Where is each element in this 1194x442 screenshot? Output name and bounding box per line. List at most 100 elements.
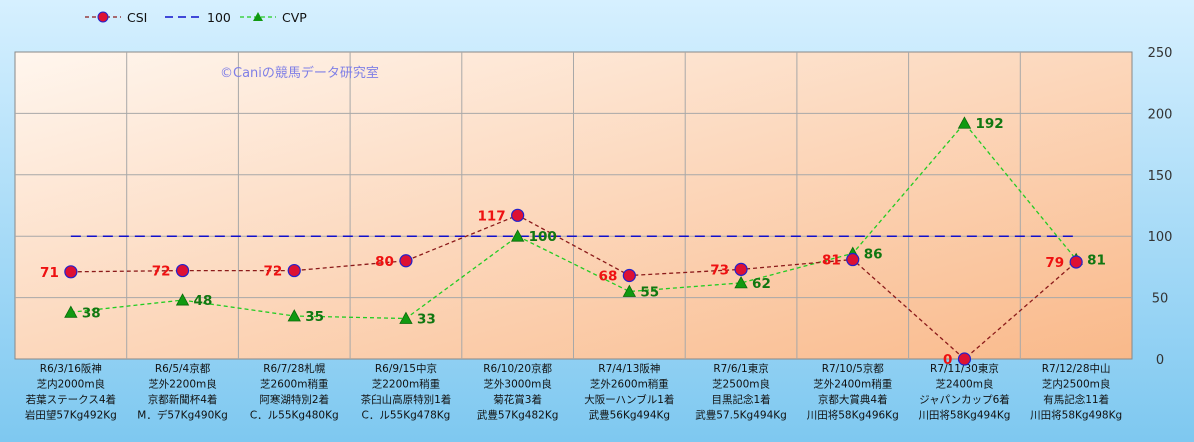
cvp-data-label: 35 bbox=[305, 309, 324, 325]
x-tick-label: R7/6/1東京芝2500m良目黒記念1着武豊57.5Kg494Kg bbox=[695, 362, 787, 422]
csi-point bbox=[175, 263, 190, 278]
x-tick-line: R6/5/4京都 bbox=[155, 362, 211, 375]
data-labels: 38 48 35 33 100 55 62 86 192 81 71 72 72 80 117 68 73 81 0… bbox=[40, 116, 1106, 368]
csi-point bbox=[734, 262, 748, 276]
cvp-data-label: 192 bbox=[975, 116, 1003, 132]
x-tick-line: ジャパンカップ6着 bbox=[919, 393, 1010, 406]
x-tick-line: 若葉ステークス4着 bbox=[26, 393, 116, 406]
x-tick-line: R7/4/13阪神 bbox=[598, 362, 660, 375]
series-layer bbox=[64, 116, 1083, 366]
csi-data-label: 117 bbox=[477, 208, 505, 224]
y-tick-label: 100 bbox=[1148, 230, 1173, 245]
x-tick-line: 茶臼山高原特別1着 bbox=[361, 393, 452, 406]
y-tick-label: 250 bbox=[1148, 46, 1173, 61]
cvp-point bbox=[734, 276, 748, 289]
x-tick-line: R7/10/5京都 bbox=[822, 362, 885, 375]
x-tick-line: 武豊56Kg494Kg bbox=[589, 409, 671, 422]
x-tick-line: 芝外2400m稍重 bbox=[813, 378, 892, 391]
csi-point bbox=[287, 263, 301, 278]
x-tick-line: 武豊57Kg482Kg bbox=[477, 409, 559, 422]
x-tick-label: R6/9/15中京芝2200m稍重茶臼山高原特別1着 C．ル55Kg478Kg bbox=[361, 362, 452, 422]
x-tick-line: R6/10/20京都 bbox=[483, 362, 552, 375]
cvp-data-label: 62 bbox=[752, 276, 771, 292]
csi-data-label: 71 bbox=[40, 265, 59, 281]
x-tick-line: R7/6/1東京 bbox=[713, 362, 768, 375]
x-tick-line: R6/9/15中京 bbox=[375, 362, 437, 375]
cvp-data-label: 55 bbox=[640, 284, 659, 300]
x-tick-line: R6/7/28札幌 bbox=[263, 362, 326, 375]
x-tick-line: 目黒記念1着 bbox=[711, 393, 770, 406]
legend-label: 100 bbox=[207, 10, 231, 25]
x-tick-label: R7/4/13阪神芝外2600m稍重大阪ーハンブル1着武豊56Kg494Kg bbox=[584, 362, 674, 422]
y-axis: 0 50 100 150 200 250 bbox=[1148, 46, 1173, 368]
x-tick-label: R6/7/28札幌芝2600m稍重阿寒湖特別2着 C．ル55Kg480Kg bbox=[250, 362, 339, 422]
x-tick-label: R7/11/30東京芝2400m良ジャパンカップ6着川田将58Kg494Kg bbox=[918, 362, 1010, 422]
cvp-point bbox=[287, 309, 301, 322]
cvp-point bbox=[510, 229, 525, 242]
x-tick-line: 武豊57.5Kg494Kg bbox=[695, 409, 787, 422]
x-tick-line: R7/12/28中山 bbox=[1042, 362, 1111, 375]
csi-data-label: 68 bbox=[599, 268, 618, 284]
cvp-data-label: 33 bbox=[417, 311, 436, 327]
x-tick-label: R6/10/20京都芝外3000m良菊花賞3着武豊57Kg482Kg bbox=[477, 362, 559, 422]
y-tick-label: 150 bbox=[1148, 169, 1173, 184]
cvp-data-label: 81 bbox=[1087, 253, 1106, 269]
cvp-point bbox=[64, 305, 78, 318]
csi-data-label: 72 bbox=[263, 264, 282, 280]
x-axis: R6/3/16阪神芝内2000m良若葉ステークス4着岩田望57Kg492KgR6… bbox=[25, 362, 1122, 422]
cvp-data-label: 48 bbox=[194, 293, 213, 309]
csi-point bbox=[399, 254, 413, 268]
x-tick-line: M．デ57Kg490Kg bbox=[137, 409, 228, 422]
legend-entry: CSI bbox=[85, 10, 147, 25]
x-tick-line: R7/11/30東京 bbox=[930, 362, 999, 375]
csi-data-label: 79 bbox=[1045, 255, 1064, 271]
x-tick-label: R6/3/16阪神芝内2000m良若葉ステークス4着岩田望57Kg492Kg bbox=[25, 362, 117, 422]
x-tick-line: R6/3/16阪神 bbox=[40, 362, 102, 375]
csi-point bbox=[846, 252, 860, 267]
cvp-data-label: 38 bbox=[82, 305, 101, 321]
x-tick-label: R7/12/28中山芝内2500m良有馬記念11着川田将58Kg498Kg bbox=[1030, 362, 1122, 422]
legend-entry: CVP bbox=[240, 10, 307, 25]
watermark: ©Caniの競馬データ研究室 bbox=[220, 65, 379, 81]
x-tick-label: R6/5/4京都芝外2200m良京都新聞杯4着 M．デ57Kg490Kg bbox=[137, 362, 228, 422]
y-tick-label: 50 bbox=[1152, 292, 1169, 307]
cvp-point bbox=[957, 116, 972, 129]
x-tick-line: 芝外2600m稍重 bbox=[590, 378, 669, 391]
legend: CSI 100 CVP bbox=[85, 10, 307, 25]
x-tick-line: 有馬記念11着 bbox=[1043, 393, 1109, 406]
x-tick-label: R7/10/5京都芝外2400m稍重京都大賞典4着川田将58Kg496Kg bbox=[807, 362, 899, 422]
csi-data-label: 0 bbox=[943, 352, 952, 368]
legend-entry: 100 bbox=[165, 10, 231, 25]
x-tick-line: 芝内2500m良 bbox=[1042, 378, 1110, 391]
legend-label: CSI bbox=[127, 10, 147, 25]
y-tick-label: 0 bbox=[1156, 353, 1164, 368]
legend-label: CVP bbox=[282, 10, 307, 25]
x-tick-line: 芝2500m良 bbox=[712, 378, 770, 391]
x-tick-line: 川田将58Kg496Kg bbox=[807, 410, 899, 422]
cvp-point bbox=[175, 293, 190, 306]
legend-triangle-marker bbox=[253, 12, 263, 21]
csi-point bbox=[511, 208, 525, 222]
x-tick-line: C．ル55Kg480Kg bbox=[250, 410, 339, 422]
csi-point bbox=[622, 268, 636, 283]
csi-point bbox=[64, 265, 78, 279]
x-tick-line: 阿寒湖特別2着 bbox=[259, 393, 329, 406]
series-cvp-line bbox=[70, 122, 1077, 320]
csi-data-label: 73 bbox=[710, 262, 729, 278]
x-tick-line: 芝2200m稍重 bbox=[372, 378, 440, 391]
x-tick-line: 川田将58Kg494Kg bbox=[918, 410, 1010, 422]
x-tick-line: C．ル55Kg478Kg bbox=[362, 410, 451, 422]
x-tick-line: 芝外2200m良 bbox=[148, 378, 216, 391]
x-tick-line: 芝2400m良 bbox=[935, 378, 993, 391]
cvp-point bbox=[399, 311, 413, 324]
legend-circle-marker bbox=[97, 11, 109, 23]
csi-point bbox=[1069, 255, 1083, 269]
cvp-data-label: 100 bbox=[529, 229, 557, 245]
x-tick-line: 川田将58Kg498Kg bbox=[1030, 410, 1122, 422]
x-tick-line: 岩田望57Kg492Kg bbox=[25, 409, 117, 422]
x-tick-line: 京都新聞杯4着 bbox=[148, 393, 218, 406]
cvp-point bbox=[622, 284, 637, 297]
x-tick-line: 芝内2000m良 bbox=[37, 378, 105, 391]
series-csi-line bbox=[70, 214, 1077, 360]
